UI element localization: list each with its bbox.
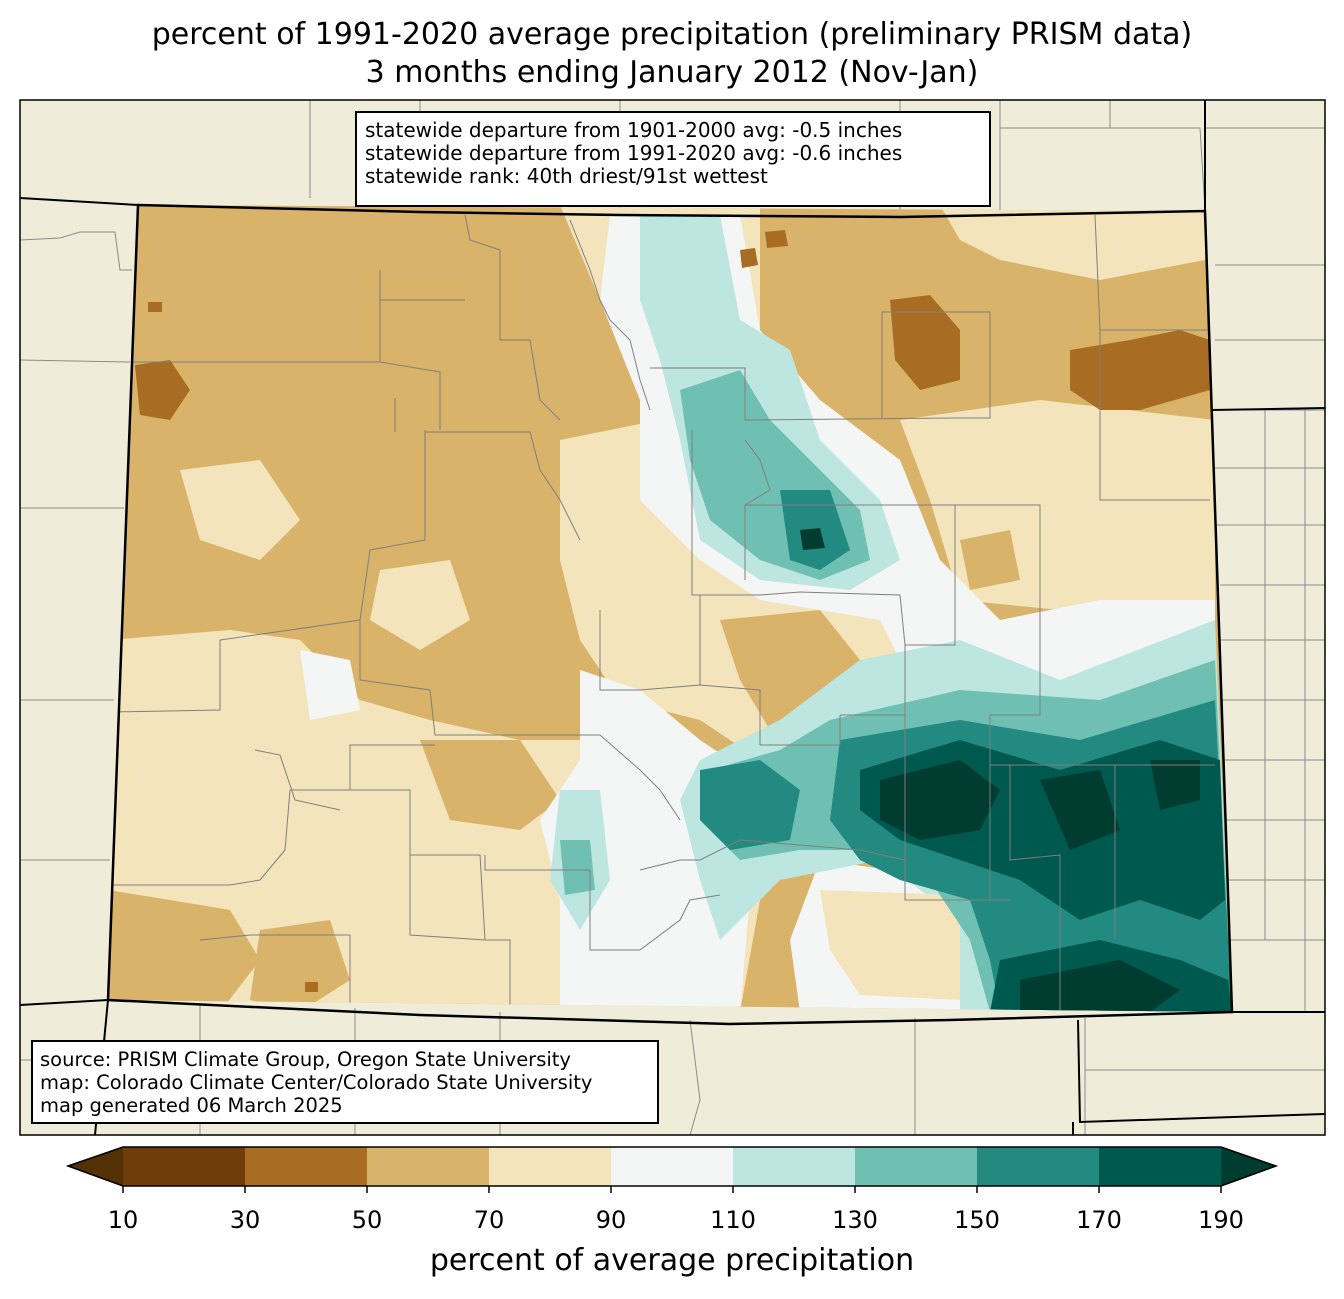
departure-1991-2020: statewide departure from 1991-2020 avg: …: [365, 141, 903, 165]
colorbar-tick-label: 10: [107, 1206, 139, 1234]
colorbar-under-extension: [68, 1147, 123, 1186]
statewide-rank: statewide rank: 40th driest/91st wettest: [365, 164, 768, 188]
source-line: source: PRISM Climate Group, Oregon Stat…: [40, 1048, 571, 1071]
county-lines: [109, 214, 1215, 1012]
colorbar-tick-label: 70: [473, 1206, 505, 1234]
colorbar-label: percent of average precipitation: [429, 1243, 915, 1278]
colorbar-swatch: [611, 1147, 734, 1186]
colorbar-tick-label: 110: [710, 1206, 756, 1234]
generated-date-line: map generated 06 March 2025: [40, 1094, 343, 1117]
colorbar-swatch: [733, 1147, 856, 1186]
colorbar-swatch: [1099, 1147, 1222, 1186]
map-title-line2: 3 months ending January 2012 (Nov-Jan): [365, 55, 979, 90]
statewide-stats-box: statewide departure from 1901-2000 avg: …: [355, 111, 991, 207]
colorbar-tick-label: 170: [1076, 1206, 1122, 1234]
colorbar-tick-label: 150: [954, 1206, 1000, 1234]
colorbar: [65, 1146, 1279, 1193]
colorbar-tick-label: 90: [595, 1206, 627, 1234]
colorbar-over-extension: [1221, 1147, 1276, 1186]
colorbar-tick-label: 130: [832, 1206, 878, 1234]
precipitation-field: [108, 205, 1232, 1012]
colorbar-swatch: [489, 1147, 612, 1186]
departure-1901-2000: statewide departure from 1901-2000 avg: …: [365, 118, 903, 142]
map-credit-line: map: Colorado Climate Center/Colorado St…: [40, 1071, 593, 1094]
neighbor-state-boundaries: [20, 100, 1325, 1135]
colorbar-tick-label: 190: [1198, 1206, 1244, 1234]
colorbar-tick-label: 30: [229, 1206, 261, 1234]
colorbar-tick-label: 50: [351, 1206, 383, 1234]
map-title-line1: percent of 1991-2020 average precipitati…: [151, 17, 1193, 52]
source-box: source: PRISM Climate Group, Oregon Stat…: [31, 1040, 659, 1124]
colorbar-swatch: [977, 1147, 1100, 1186]
colorbar-swatch: [123, 1147, 246, 1186]
colorbar-swatch: [855, 1147, 978, 1186]
colorbar-swatch: [245, 1147, 368, 1186]
colorbar-swatch: [367, 1147, 490, 1186]
map-frame: [19, 99, 1326, 1136]
